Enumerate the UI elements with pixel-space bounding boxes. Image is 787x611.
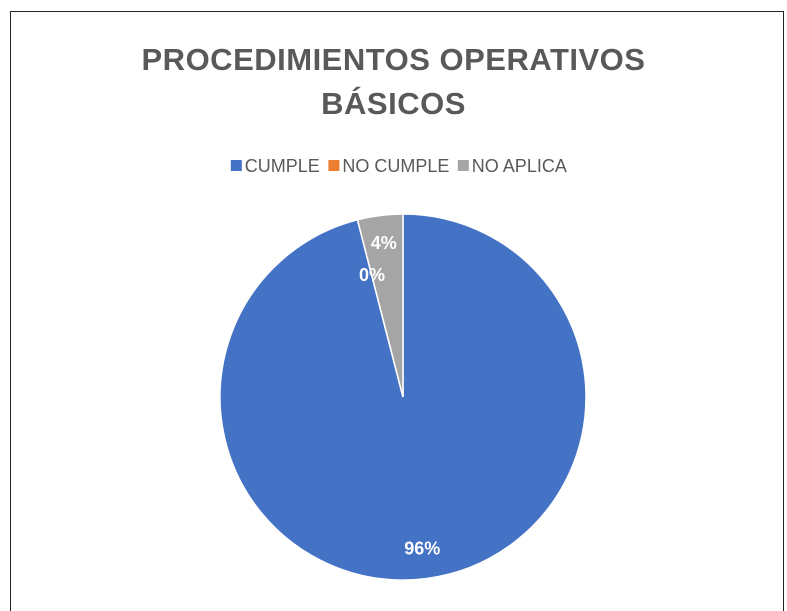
- legend-label: NO CUMPLE: [342, 156, 449, 176]
- chart-title: PROCEDIMIENTOS OPERATIVOS BÁSICOS: [141, 42, 646, 121]
- pie-slice: [356, 213, 404, 398]
- legend-swatch: [457, 160, 469, 171]
- title-box: PROCEDIMIENTOS OPERATIVOS BÁSICOS: [0, 38, 787, 126]
- legend-swatch: [230, 160, 242, 171]
- legend-swatch: [328, 160, 340, 171]
- data-label: 4%: [371, 233, 397, 253]
- chart-frame: [10, 11, 784, 611]
- data-label: 0%: [359, 265, 385, 285]
- legend-label: CUMPLE: [245, 156, 320, 176]
- legend-label: NO APLICA: [472, 156, 567, 176]
- data-label: 96%: [404, 538, 440, 558]
